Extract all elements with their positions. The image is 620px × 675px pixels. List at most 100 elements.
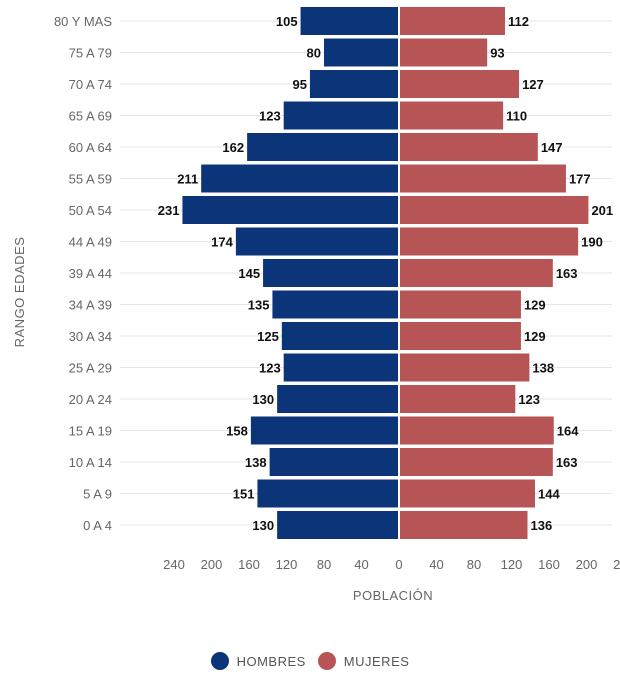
x-tick-label: 240 [613, 557, 620, 572]
bars [182, 5, 589, 540]
category-label: 75 A 79 [69, 46, 112, 61]
x-tick-label: 160 [538, 557, 560, 572]
bar-hombres [247, 133, 399, 161]
value-label-mujeres: 129 [524, 298, 546, 313]
bar-hombres [182, 196, 399, 224]
bar-mujeres [400, 259, 553, 287]
value-labels: 105 112 80 93 95 127 123 110 162 147 211 177 231 201 1… [158, 14, 613, 533]
bar-mujeres [400, 7, 505, 35]
x-tick-label: 160 [238, 557, 260, 572]
bar-hombres [300, 7, 399, 35]
x-axis-title: POBLACIÓN [353, 588, 433, 603]
x-tick-label: 80 [317, 557, 331, 572]
category-label: 30 A 34 [69, 329, 112, 344]
category-labels: 80 Y MAS 75 A 79 70 A 74 65 A 69 60 A 64 55 A… [54, 14, 112, 533]
value-label-mujeres: 147 [541, 140, 563, 155]
value-label-hombres: 174 [211, 235, 233, 250]
bar-hombres [283, 353, 399, 382]
value-label-hombres: 151 [233, 487, 255, 502]
category-label: 10 A 14 [69, 455, 112, 470]
category-label: 80 Y MAS [54, 14, 112, 29]
bar-hombres [324, 38, 399, 67]
category-label: 20 A 24 [69, 392, 112, 407]
category-label: 55 A 59 [69, 172, 112, 187]
value-label-hombres: 125 [257, 329, 279, 344]
value-label-hombres: 130 [252, 392, 274, 407]
bar-hombres [277, 511, 399, 539]
value-label-mujeres: 177 [569, 172, 591, 187]
value-label-hombres: 95 [292, 77, 306, 92]
value-label-mujeres: 190 [581, 235, 603, 250]
bar-mujeres [400, 290, 521, 319]
x-tick-label: 80 [467, 557, 481, 572]
category-label: 34 A 39 [69, 298, 112, 313]
value-label-hombres: 158 [226, 424, 248, 439]
bar-hombres [281, 322, 399, 350]
legend-label-mujeres: MUJERES [343, 653, 410, 669]
bar-hombres [269, 448, 399, 476]
bar-mujeres [400, 353, 530, 382]
category-label: 60 A 64 [69, 140, 112, 155]
bar-hombres [272, 290, 399, 319]
value-label-mujeres: 138 [532, 361, 554, 376]
bar-mujeres [400, 70, 520, 98]
bar-mujeres [400, 133, 538, 161]
value-label-mujeres: 93 [490, 46, 504, 61]
value-label-hombres: 123 [259, 361, 281, 376]
bar-mujeres [400, 385, 516, 413]
value-label-hombres: 138 [245, 455, 267, 470]
x-tick-label: 40 [354, 557, 368, 572]
value-label-mujeres: 201 [591, 203, 613, 218]
bar-hombres [283, 101, 399, 130]
value-label-hombres: 162 [222, 140, 244, 155]
value-label-hombres: 130 [252, 518, 274, 533]
bar-mujeres [400, 479, 535, 508]
value-label-mujeres: 129 [524, 329, 546, 344]
value-label-hombres: 135 [248, 298, 270, 313]
x-tick-labels: 240 200 160 120 80 40 0 40 80 120 160 200 240 [163, 557, 620, 572]
value-label-mujeres: 123 [518, 392, 540, 407]
bar-mujeres [400, 101, 504, 130]
value-label-mujeres: 110 [506, 109, 527, 124]
bar-mujeres [400, 227, 579, 256]
value-label-mujeres: 112 [508, 14, 529, 29]
category-label: 25 A 29 [69, 361, 112, 376]
value-label-hombres: 231 [158, 203, 180, 218]
category-label: 50 A 54 [69, 203, 112, 218]
value-label-mujeres: 136 [531, 518, 553, 533]
x-tick-label: 240 [163, 557, 185, 572]
bar-mujeres [400, 448, 553, 476]
value-label-hombres: 105 [276, 14, 298, 29]
x-tick-label: 200 [201, 557, 223, 572]
bar-hombres [257, 479, 399, 508]
value-label-hombres: 123 [259, 109, 281, 124]
value-label-mujeres: 164 [557, 424, 579, 439]
value-label-hombres: 145 [238, 266, 260, 281]
x-tick-label: 120 [501, 557, 523, 572]
bar-mujeres [400, 511, 528, 539]
bar-hombres [235, 227, 399, 256]
value-label-hombres: 80 [307, 46, 321, 61]
bar-hombres [201, 164, 399, 193]
bar-hombres [250, 416, 399, 445]
bar-mujeres [400, 322, 521, 350]
category-label: 5 A 9 [83, 487, 112, 502]
category-label: 44 A 49 [69, 235, 112, 250]
category-label: 70 A 74 [69, 77, 112, 92]
legend-label-hombres: HOMBRES [236, 653, 306, 669]
value-label-hombres: 211 [177, 172, 198, 187]
x-tick-label: 40 [429, 557, 443, 572]
legend: HOMBRES MUJERES [0, 650, 620, 672]
x-tick-label: 200 [576, 557, 598, 572]
bar-hombres [309, 70, 399, 98]
legend-swatch-hombres [210, 652, 229, 670]
category-label: 65 A 69 [69, 109, 112, 124]
bar-hombres [263, 259, 399, 287]
y-axis-title: RANGO EDADES [12, 237, 27, 348]
value-label-mujeres: 144 [538, 487, 560, 502]
category-label: 0 A 4 [83, 518, 112, 533]
legend-item-hombres: HOMBRES [210, 652, 306, 670]
category-label: 39 A 44 [69, 266, 112, 281]
value-label-mujeres: 127 [522, 77, 544, 92]
